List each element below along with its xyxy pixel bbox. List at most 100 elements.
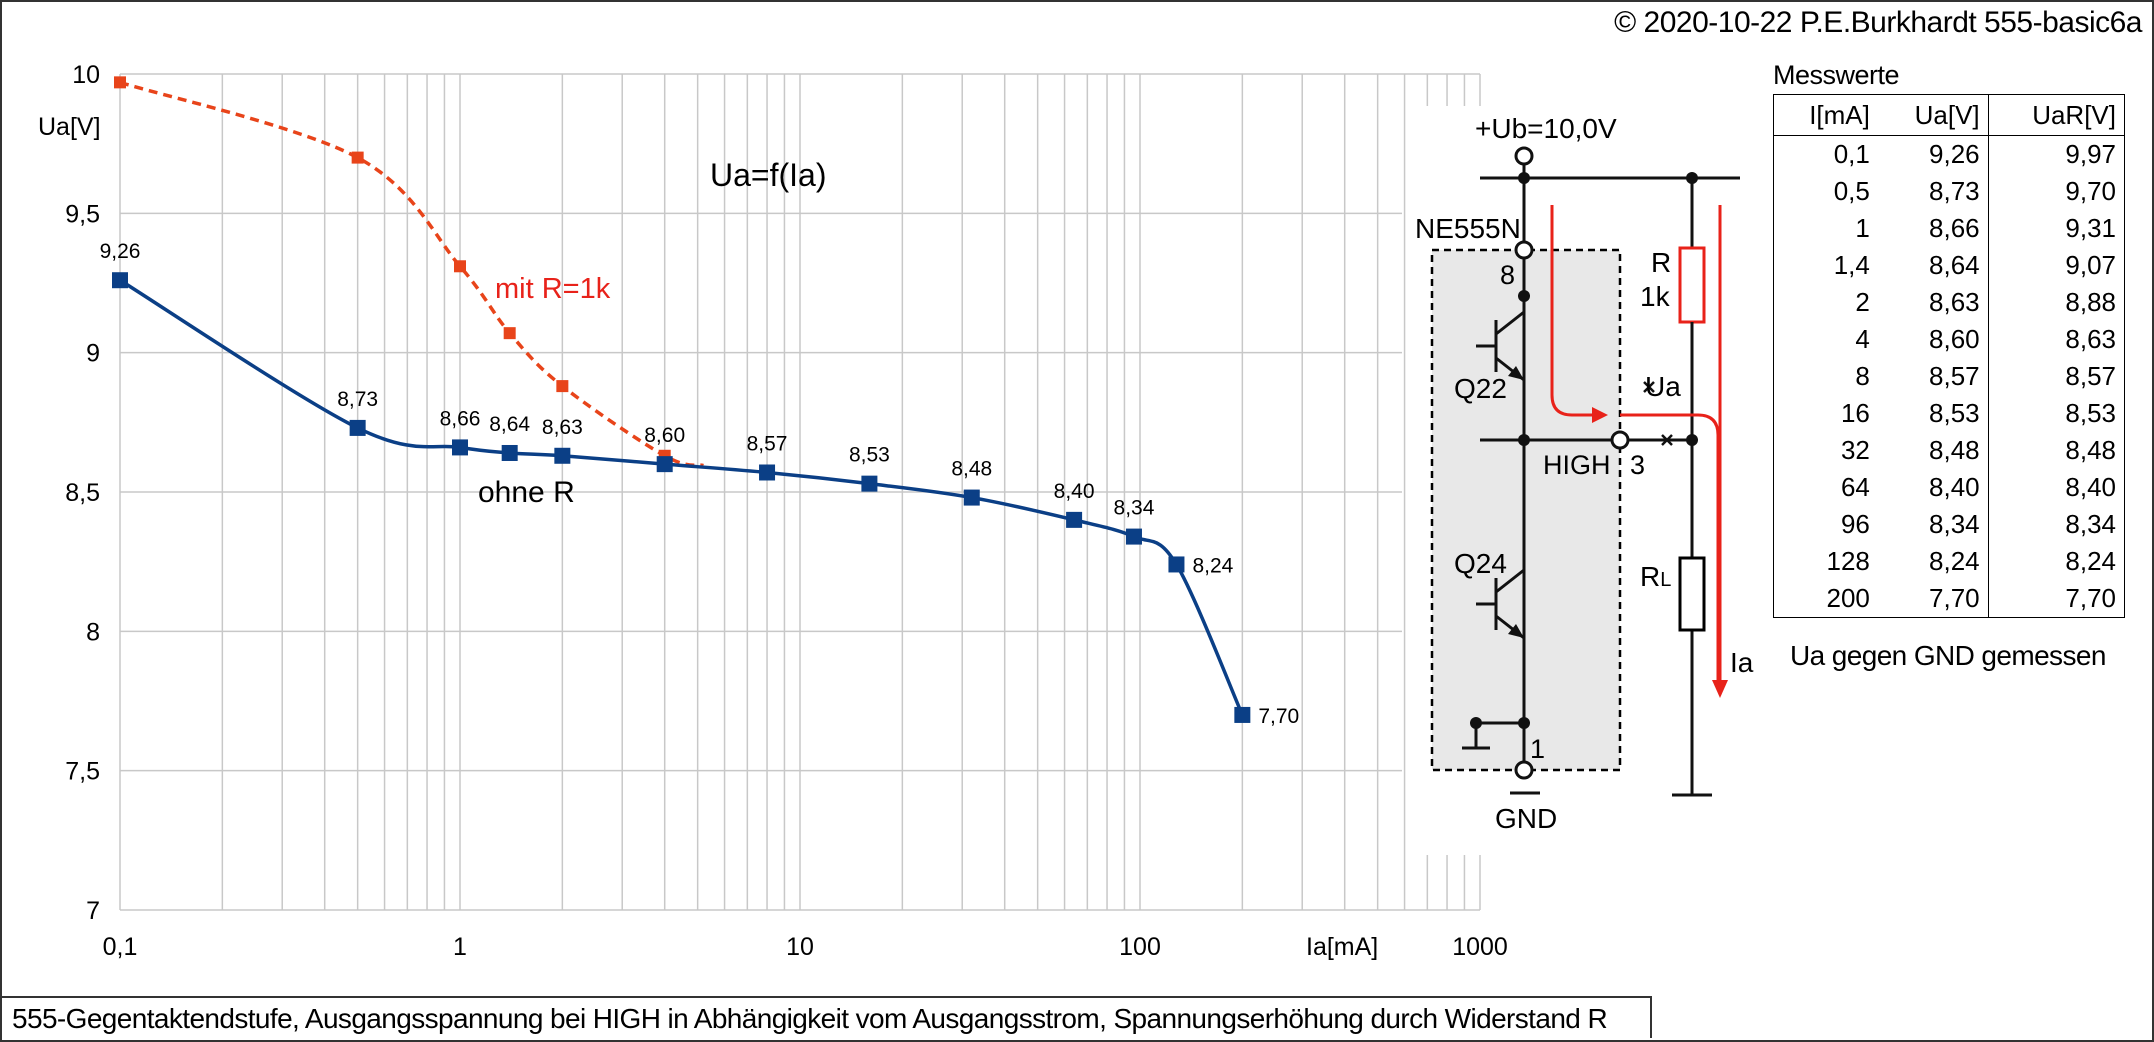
table-cell: 64 xyxy=(1840,472,1870,502)
data-point-ohne-r xyxy=(1125,528,1142,545)
table-cell: 8,66 xyxy=(1877,210,1989,247)
table-cell: 2 xyxy=(1855,287,1870,317)
table-cell: 8,73 xyxy=(1877,173,1989,210)
pin1-label: 1 xyxy=(1530,734,1545,764)
data-point-ohne-r xyxy=(554,447,571,464)
series-layer xyxy=(112,76,1251,723)
table-row: 2 8,63 8,88 xyxy=(1774,284,2125,321)
y-axis-ticks: 7 7,5 8 8,5 9 9,5 10 xyxy=(65,61,100,925)
table-row: 4 8,60 8,63 xyxy=(1774,321,2125,358)
data-point-ohne-r xyxy=(1168,556,1185,573)
table-cell: 8 xyxy=(1855,361,1870,391)
table-row: 16 8,53 8,53 xyxy=(1774,395,2125,432)
series-line-mit-r xyxy=(119,80,704,468)
x-axis-label: Ia[mA] xyxy=(1306,933,1378,961)
table-cell: 8,48 xyxy=(2065,435,2116,465)
ic-label: NE555N xyxy=(1415,213,1521,244)
resistor-r xyxy=(1678,246,1706,324)
data-point-ohne-r xyxy=(349,419,366,436)
y-tick-label: 9 xyxy=(86,340,100,368)
table-row: 0,1 9,26 9,97 xyxy=(1774,135,2125,173)
table-row: 1 8,66 9,31 xyxy=(1774,210,2125,247)
data-point-ohne-r xyxy=(759,464,776,481)
data-point-mit-r xyxy=(351,151,364,164)
table-cell: 8,24 xyxy=(2065,546,2116,576)
series-label-ohne-r: ohne R xyxy=(478,476,575,509)
table-cell: 8,48 xyxy=(1877,432,1989,469)
measurement-table: I[mA] Ua[V] UaR[V] 0,1 9,26 9,97 0,5 8,73 9,7… xyxy=(1773,94,2125,618)
y-tick-label: 8,5 xyxy=(65,479,100,507)
table-cell: 200 xyxy=(1826,583,1870,613)
data-point-mit-r xyxy=(454,260,466,273)
data-point-ohne-r xyxy=(452,439,468,456)
table-cell: 8,57 xyxy=(1877,358,1989,395)
ub-label: +Ub=10,0V xyxy=(1475,113,1617,144)
circuit-diagram: +Ub=10,0V NE555N 8 Q22 HIGH 3 Q24 1 GND … xyxy=(1415,113,1754,834)
x-tick-label: 0,1 xyxy=(103,933,138,961)
data-label: 8,24 xyxy=(1192,554,1233,577)
current-arrow-internal xyxy=(1550,205,1596,417)
chart-title: Ua=f(Ia) xyxy=(710,157,826,193)
table-cell: 16 xyxy=(1840,398,1870,428)
chart-grid xyxy=(119,73,1481,911)
table-cell: 8,34 xyxy=(2065,509,2116,539)
data-point-ohne-r xyxy=(963,489,980,506)
data-point-ohne-r xyxy=(861,475,878,492)
table-cell: 9,70 xyxy=(2065,176,2116,206)
x-tick-label: 1 xyxy=(453,933,467,961)
data-label: 8,40 xyxy=(1054,480,1095,503)
table-row: 96 8,34 8,34 xyxy=(1774,506,2125,543)
q24-label: Q24 xyxy=(1454,548,1507,579)
data-point-ohne-r xyxy=(656,456,673,473)
y-tick-label: 8 xyxy=(86,618,100,646)
table-cell: 8,24 xyxy=(1877,543,1989,580)
table-cell: 32 xyxy=(1840,435,1870,465)
r-value-label: 1k xyxy=(1640,281,1671,312)
table-cell: 9,31 xyxy=(2065,213,2116,243)
data-label: 8,34 xyxy=(1114,497,1155,520)
y-tick-label: 9,5 xyxy=(65,200,100,228)
data-point-ohne-r xyxy=(1234,706,1251,723)
table-header: Ua[V] xyxy=(1877,94,1989,136)
table-cell: 9,26 xyxy=(1877,135,1989,173)
table-cell: 1 xyxy=(1855,213,1870,243)
table-cell: 8,63 xyxy=(1877,284,1989,321)
data-point-ohne-r xyxy=(1066,511,1083,528)
table-cell: 8,64 xyxy=(1877,247,1989,284)
table-cell: 8,63 xyxy=(2065,324,2116,354)
pin3-label: 3 xyxy=(1630,450,1645,480)
high-label: HIGH xyxy=(1543,450,1611,480)
table-cell: 7,70 xyxy=(1877,580,1989,618)
data-label: 8,64 xyxy=(489,413,530,436)
table-header: UaR[V] xyxy=(1988,94,2125,136)
data-label: 8,48 xyxy=(951,458,992,481)
data-point-mit-r xyxy=(503,327,516,340)
data-point-mit-r xyxy=(556,380,569,393)
table-cell: 1,4 xyxy=(1833,250,1870,280)
resistor-rl xyxy=(1678,556,1706,632)
table-cell: 9,97 xyxy=(2065,139,2116,169)
y-axis-label: Ua[V] xyxy=(38,113,101,141)
pin8-label: 8 xyxy=(1500,260,1515,290)
table-cell: 8,40 xyxy=(1877,469,1989,506)
copyright-text: © 2020-10-22 P.E.Burkhardt 555-basic6a xyxy=(1614,6,2142,39)
table-cell: 8,88 xyxy=(2065,287,2116,317)
data-point-mit-r xyxy=(114,76,126,89)
table-cell: 8,34 xyxy=(1877,506,1989,543)
y-tick-label: 10 xyxy=(72,61,100,89)
rl-main: R xyxy=(1640,561,1660,592)
measurement-note: Ua gegen GND gemessen xyxy=(1790,640,2106,671)
table-header-row: I[mA] Ua[V] UaR[V] xyxy=(1773,94,2125,136)
x-tick-label: 100 xyxy=(1119,933,1161,961)
table-row: 128 8,24 8,24 xyxy=(1774,543,2125,580)
gnd-label: GND xyxy=(1495,803,1557,834)
table-cell: 8,57 xyxy=(2065,361,2116,391)
rl-label: RL xyxy=(1640,561,1671,592)
y-tick-label: 7,5 xyxy=(65,758,100,786)
table-cell: 9,07 xyxy=(2065,250,2116,280)
table-row: 64 8,40 8,40 xyxy=(1774,469,2125,506)
data-labels: 9,26 8,73 8,66 8,64 8,63 8,60 8,57 8,53 8,48 8,40… xyxy=(100,240,1300,728)
table-row: 1,4 8,64 9,07 xyxy=(1774,247,2125,284)
table-row: 200 7,70 7,70 xyxy=(1774,580,2125,618)
table-cell: 96 xyxy=(1840,509,1870,539)
